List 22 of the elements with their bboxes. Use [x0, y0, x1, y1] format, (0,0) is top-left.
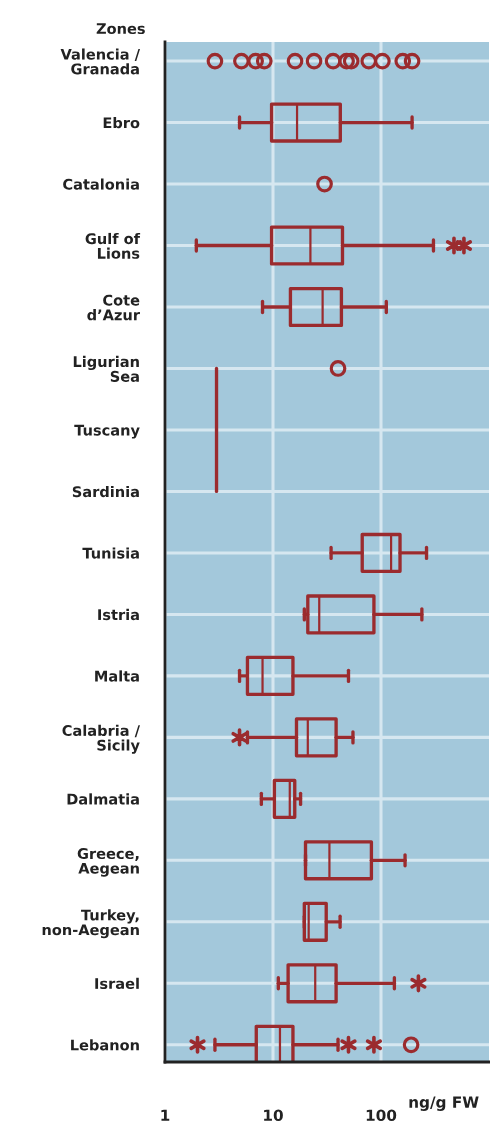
y-tick-label: Israel	[95, 977, 139, 990]
y-tick-label: Calabria / Sicily	[62, 724, 140, 754]
y-tick-label: Tuscany	[74, 424, 140, 439]
y-tick-label: Greece, Aegean	[77, 848, 139, 877]
y-tick-label: Turkey, non-Aegean	[42, 909, 139, 939]
x-tick-label: 10	[264, 1109, 283, 1122]
y-tick-label: Malta	[95, 670, 139, 682]
y-tick-label: Ligurian Sea	[73, 355, 139, 382]
y-tick-label: Tunisia	[82, 547, 139, 559]
y-axis-title: Zones	[96, 23, 145, 35]
x-tick-label: 100	[366, 1109, 397, 1122]
y-tick-label: Valencia / Granada	[60, 48, 140, 75]
y-tick-label: Dalmatia	[67, 793, 139, 805]
y-tick-label: Gulf of Lions	[85, 232, 141, 259]
y-tick-label: Istria	[98, 608, 139, 621]
y-tick-label: Lebanon	[71, 1039, 139, 1051]
y-tick-label: Sardinia	[72, 485, 139, 498]
x-axis-title: ng/g FW	[409, 1096, 479, 1111]
x-tick-label: 1	[161, 1109, 170, 1121]
y-tick-label: Catalonia	[63, 178, 139, 190]
y-tick-label: Cote d’Azur	[87, 294, 140, 321]
y-tick-label: Ebro	[103, 117, 140, 129]
